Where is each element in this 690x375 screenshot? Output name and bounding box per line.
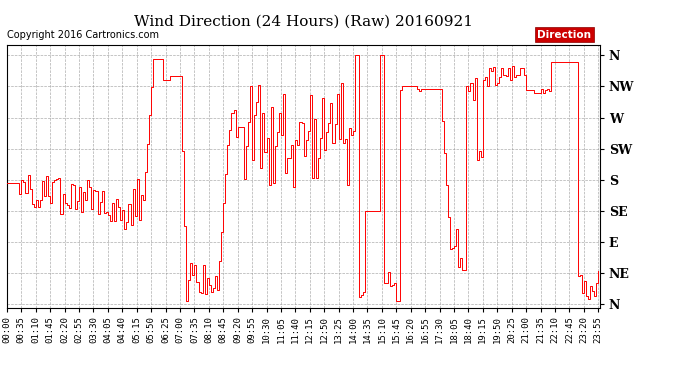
Text: Direction: Direction bbox=[538, 30, 591, 40]
Text: Copyright 2016 Cartronics.com: Copyright 2016 Cartronics.com bbox=[7, 30, 159, 40]
Text: Wind Direction (24 Hours) (Raw) 20160921: Wind Direction (24 Hours) (Raw) 20160921 bbox=[134, 15, 473, 29]
